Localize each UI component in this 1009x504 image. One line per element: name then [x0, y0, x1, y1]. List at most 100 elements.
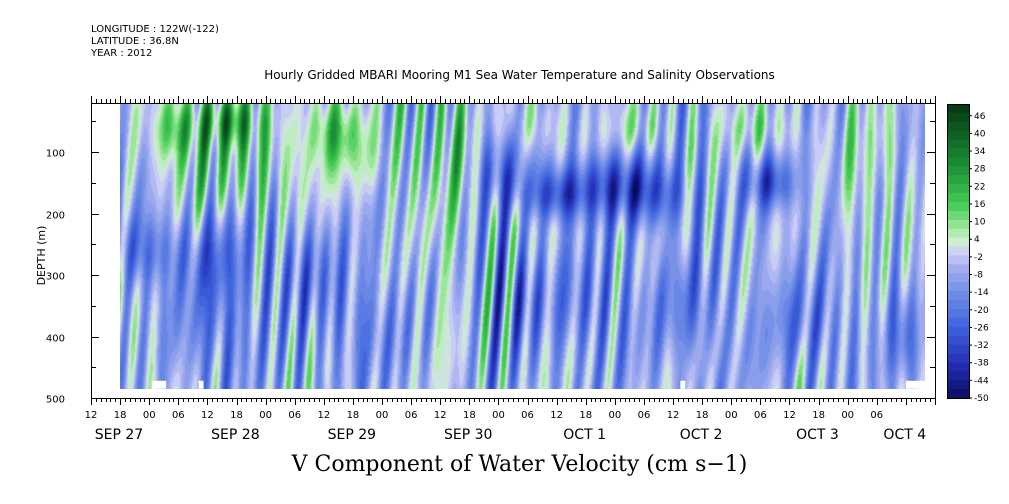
colorbar-swatch	[947, 308, 969, 319]
colorbar-swatch	[947, 210, 969, 221]
colorbar-label: -14	[974, 288, 989, 298]
x-tick-label: 00	[143, 410, 156, 421]
colorbar-swatch	[947, 264, 969, 274]
year-label: YEAR : 2012	[91, 48, 153, 59]
x-day-label: OCT 3	[796, 427, 839, 443]
longitude-label: LONGITUDE : 122W(-122)	[91, 24, 219, 35]
x-tick-label: 06	[172, 410, 185, 421]
x-tick-label: 00	[492, 410, 505, 421]
colorbar-swatch	[947, 317, 969, 328]
colorbar-swatch	[947, 371, 969, 381]
colorbar-swatch	[947, 121, 969, 132]
colorbar-label: -32	[974, 341, 989, 351]
x-day-label: SEP 29	[328, 427, 376, 443]
colorbar-label: 4	[974, 235, 980, 245]
x-tick-label: 06	[288, 410, 301, 421]
colorbar-swatch	[947, 246, 969, 257]
x-tick-label: 06	[638, 410, 651, 421]
colorbar-swatch	[947, 112, 969, 123]
missing-data-patch	[905, 380, 926, 389]
y-tick-label: 100	[46, 149, 65, 160]
colorbar-swatch	[947, 130, 969, 141]
colorbar-label: -2	[974, 253, 983, 263]
y-axis: 100 200 300 400 500	[46, 121, 935, 406]
colorbar-swatch	[947, 362, 969, 372]
heatmap-raster	[120, 103, 925, 389]
colorbar-swatch	[947, 353, 969, 363]
x-tick-label: 12	[317, 410, 330, 421]
x-day-label: OCT 1	[563, 427, 606, 443]
colorbar-swatch	[947, 184, 969, 194]
x-tick-label: 18	[230, 410, 243, 421]
x-day-label: SEP 28	[211, 427, 259, 443]
x-tick-label: 12	[783, 410, 796, 421]
colorbar-swatch	[947, 380, 969, 390]
colorbar-swatch	[947, 104, 969, 114]
missing-data-patches	[151, 380, 926, 389]
y-axis-title: DEPTH (m)	[35, 226, 48, 286]
colorbar-label: -26	[974, 323, 989, 333]
colorbar-label: -44	[974, 376, 989, 386]
x-tick-label: 12	[667, 410, 680, 421]
missing-data-patch	[151, 380, 167, 389]
colorbar-swatch	[947, 300, 969, 310]
chart-title: Hourly Gridded MBARI Mooring M1 Sea Wate…	[264, 68, 775, 82]
x-tick-label: 00	[376, 410, 389, 421]
plot-area	[91, 103, 936, 399]
colorbar-label: 22	[974, 182, 985, 192]
colorbar-swatch	[947, 193, 969, 203]
colorbar-swatch	[947, 219, 969, 230]
colorbar-swatch	[947, 344, 969, 355]
colorbar-swatch	[947, 326, 969, 337]
x-tick-label: 00	[841, 410, 854, 421]
colorbar-swatch	[947, 273, 969, 283]
x-tick-label: 18	[812, 410, 825, 421]
colorbar-swatch	[947, 291, 969, 301]
colorbar-label: 16	[974, 200, 986, 210]
colorbar: 46 40 34 28 22 16 10 4 -2 -8 -14 -20 -26 -32 -38 -44 -50	[947, 104, 989, 404]
missing-data-patch	[680, 380, 686, 389]
colorbar-label: -50	[974, 394, 989, 404]
x-tick-label: 12	[434, 410, 447, 421]
colorbar-label: -38	[974, 359, 989, 369]
x-tick-label: 18	[579, 410, 592, 421]
x-tick-label: 18	[114, 410, 127, 421]
colorbar-swatch	[947, 202, 969, 212]
colorbar-swatch	[947, 282, 969, 292]
colorbar-swatch	[947, 255, 969, 265]
x-tick-label: 00	[725, 410, 738, 421]
x-tick-label: 06	[870, 410, 883, 421]
x-tick-label: 18	[463, 410, 476, 421]
colorbar-swatch	[947, 139, 969, 150]
x-tick-label: 12	[85, 410, 98, 421]
colorbar-label: -8	[974, 271, 983, 281]
x-tick-label: 18	[347, 410, 360, 421]
colorbar-label: 46	[974, 112, 986, 122]
x-tick-label: 06	[754, 410, 767, 421]
x-tick-label: 12	[201, 410, 214, 421]
colorbar-swatch	[947, 157, 969, 167]
x-axis: 12 18 00 06 12 18 00 06 12 18 00 06 12 18 00 06 12 18 00 06…	[85, 96, 936, 443]
missing-data-patch	[198, 380, 204, 389]
y-tick-label: 200	[46, 211, 65, 222]
x-tick-label: 00	[259, 410, 272, 421]
colorbar-label: 34	[974, 147, 986, 157]
x-tick-label: 06	[405, 410, 418, 421]
y-tick-label: 500	[46, 395, 65, 406]
colorbar-swatch	[947, 335, 969, 346]
x-day-label: OCT 2	[680, 427, 723, 443]
colorbar-label: 10	[974, 218, 986, 228]
x-tick-label: 12	[550, 410, 563, 421]
x-day-label: OCT 4	[883, 427, 926, 443]
x-tick-label: 00	[608, 410, 621, 421]
colorbar-swatch	[947, 175, 969, 185]
x-tick-label: 06	[521, 410, 534, 421]
colorbar-swatch	[947, 166, 969, 176]
y-tick-label: 400	[46, 334, 65, 345]
colorbar-label: 40	[974, 129, 986, 139]
latitude-label: LATITUDE : 36.8N	[91, 36, 179, 47]
x-tick-label: 18	[696, 410, 709, 421]
y-tick-label: 300	[46, 272, 65, 283]
colorbar-swatch	[947, 389, 969, 399]
